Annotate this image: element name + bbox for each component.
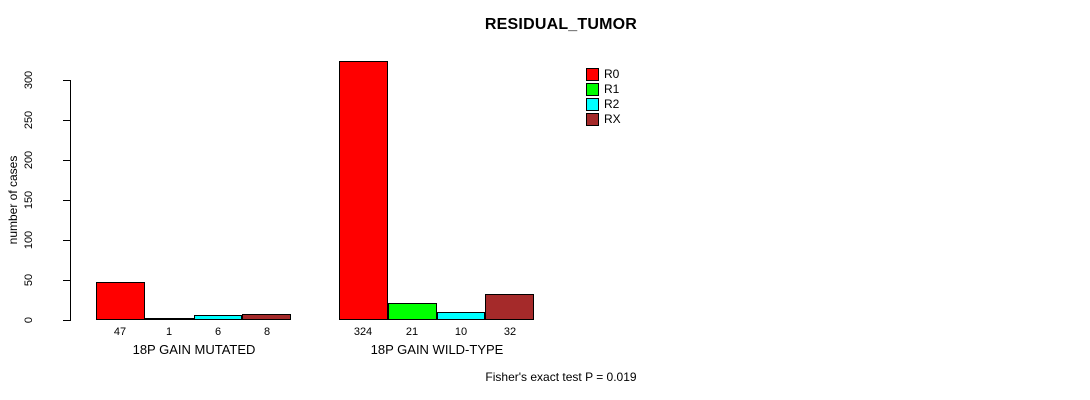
fisher-test-annotation: Fisher's exact test P = 0.019	[485, 370, 637, 384]
legend-item: RX	[586, 112, 621, 127]
y-tick	[63, 80, 70, 81]
y-tick-label: 300	[23, 70, 35, 90]
y-tick	[63, 320, 70, 321]
bar-value-label: 32	[503, 326, 517, 338]
bar-r2-0	[194, 315, 242, 320]
y-tick-label: 50	[23, 273, 35, 287]
y-axis-line	[70, 80, 71, 321]
y-tick	[63, 280, 70, 281]
y-tick-label: 200	[23, 150, 35, 170]
legend-label: R2	[604, 97, 620, 111]
legend-swatch-icon	[586, 83, 599, 96]
legend-label: RX	[604, 112, 621, 126]
legend-item: R1	[586, 82, 621, 97]
legend-swatch-icon	[586, 113, 599, 126]
category-label: 18P GAIN MUTATED	[132, 342, 256, 357]
y-tick-label: 0	[23, 316, 35, 324]
bar-r2-1	[437, 312, 485, 320]
bar-value-label: 21	[405, 326, 419, 338]
legend: R0 R1 R2 RX	[586, 67, 621, 127]
y-tick	[63, 120, 70, 121]
y-tick	[63, 160, 70, 161]
bar-value-label: 47	[113, 326, 127, 338]
legend-swatch-icon	[586, 68, 599, 81]
legend-label: R1	[604, 82, 620, 96]
bar-r1-0	[145, 318, 194, 320]
bar-rx-0	[242, 314, 291, 320]
y-tick-label: 150	[23, 190, 35, 210]
bar-value-label: 324	[353, 326, 373, 338]
y-tick	[63, 240, 70, 241]
legend-item: R0	[586, 67, 621, 82]
category-label: 18P GAIN WILD-TYPE	[370, 342, 504, 357]
bar-r1-1	[388, 303, 437, 320]
chart-title: RESIDUAL_TUMOR	[484, 16, 638, 33]
bar-value-label: 8	[263, 326, 271, 338]
y-axis-label: number of cases	[6, 155, 20, 245]
y-tick	[63, 200, 70, 201]
bar-value-label: 1	[165, 326, 173, 338]
bar-r0-0	[96, 282, 145, 320]
bar-rx-1	[485, 294, 534, 320]
legend-swatch-icon	[586, 98, 599, 111]
y-tick-label: 250	[23, 110, 35, 130]
legend-item: R2	[586, 97, 621, 112]
legend-label: R0	[604, 67, 620, 81]
bar-r0-1	[339, 61, 388, 320]
bar-value-label: 6	[214, 326, 222, 338]
y-tick-label: 100	[23, 230, 35, 250]
bar-value-label: 10	[454, 326, 468, 338]
